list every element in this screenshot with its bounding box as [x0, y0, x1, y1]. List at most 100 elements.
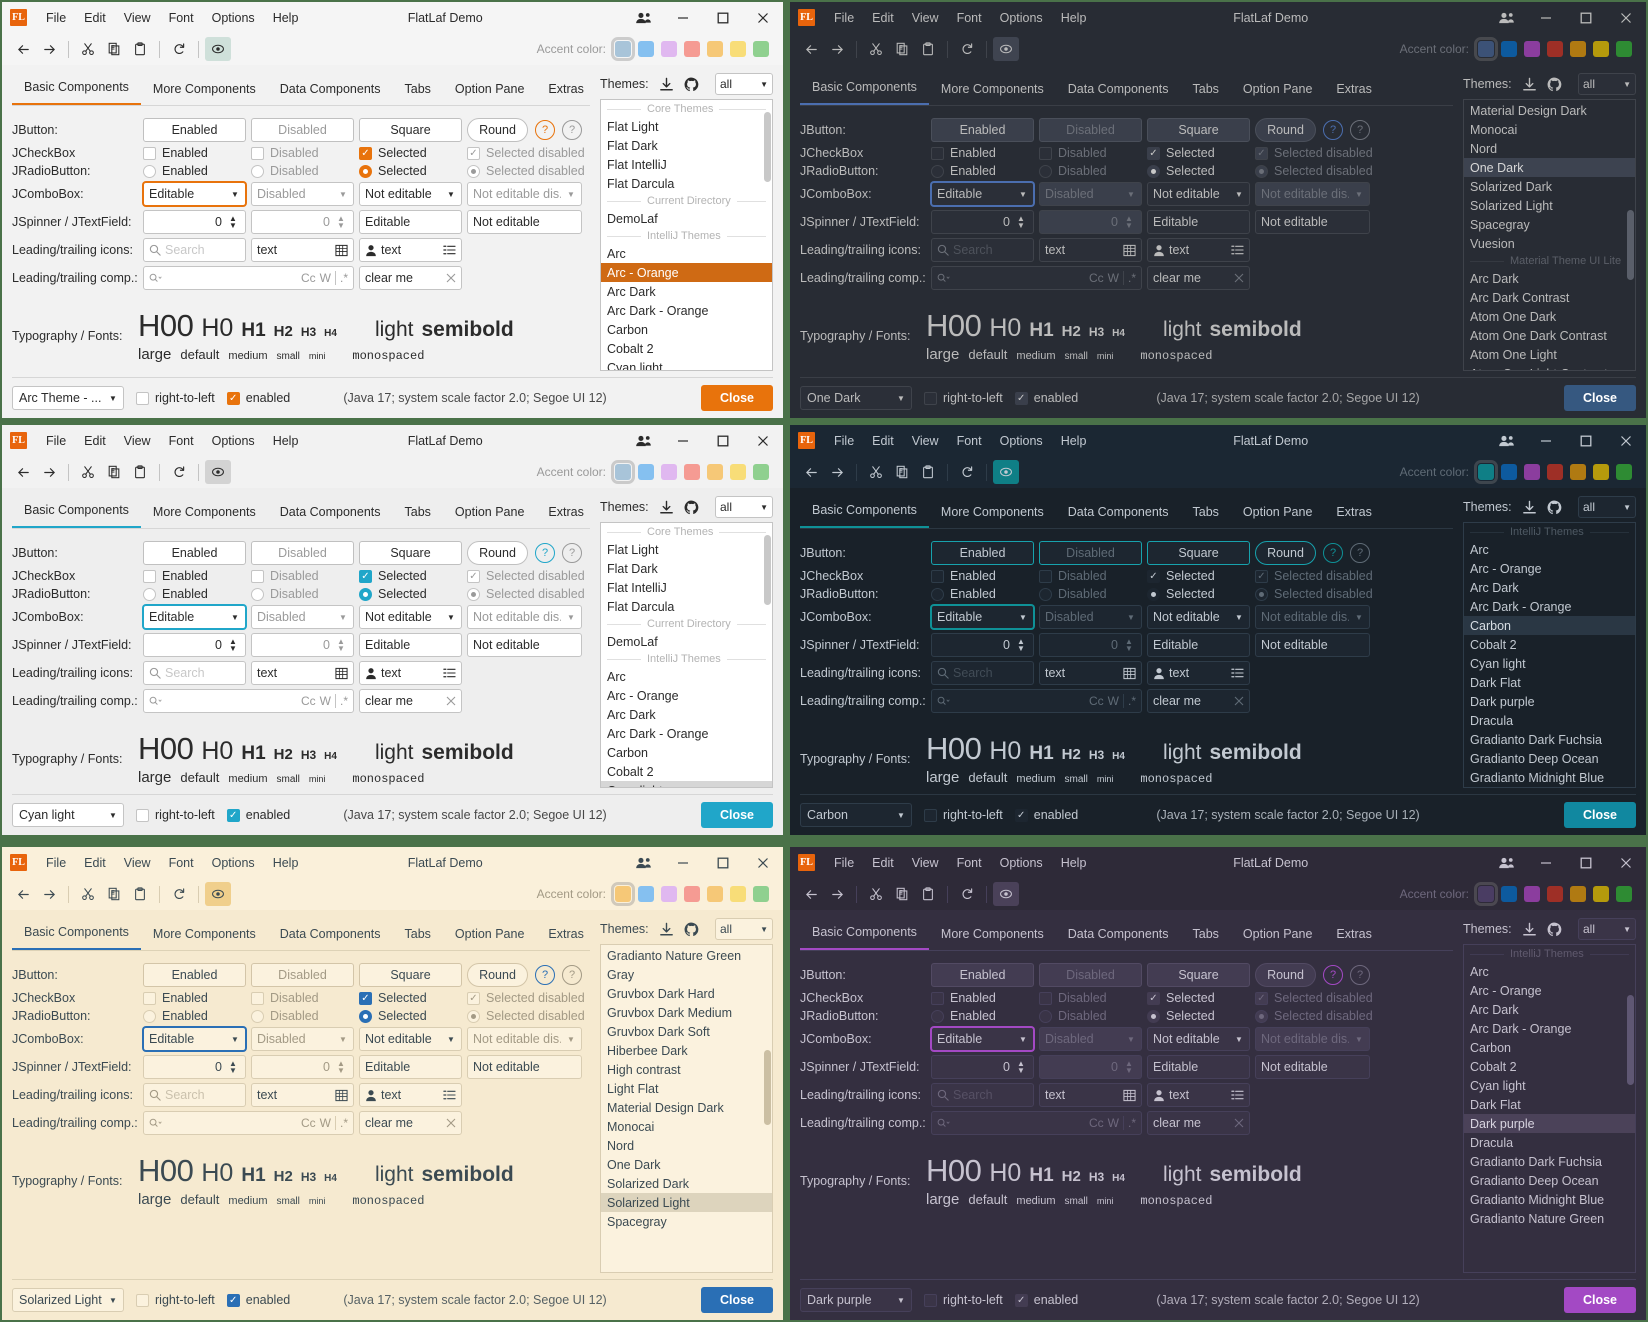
theme-list-item[interactable]: Solarized Dark [607, 1176, 689, 1191]
clear-icon[interactable] [1234, 273, 1244, 283]
copy-icon[interactable] [889, 882, 915, 906]
accent-swatch-2[interactable] [1524, 41, 1540, 57]
theme-list-item[interactable]: Vuesion [1470, 236, 1515, 251]
paste-icon[interactable] [127, 882, 153, 906]
close-button[interactable]: Close [1564, 1287, 1636, 1313]
help-button-primary[interactable]: ? [535, 120, 555, 140]
tab-more-components[interactable]: More Components [152, 505, 256, 519]
btn-close-icon[interactable] [1606, 847, 1646, 878]
forward-arrow-icon[interactable] [824, 882, 850, 906]
theme-list-item[interactable]: Dark purple [1464, 1114, 1635, 1133]
combobox-chevron-down-icon-2[interactable]: ▼ [1235, 189, 1243, 199]
btn-close-icon[interactable] [1606, 2, 1646, 33]
clear-me-input[interactable]: clear me [1147, 266, 1250, 290]
menu-item-view[interactable]: View [123, 433, 151, 448]
tab-option-pane[interactable]: Option Pane [454, 505, 525, 519]
button-square[interactable]: Square [1147, 118, 1250, 142]
checkbox-0[interactable]: Enabled [931, 991, 1034, 1005]
combobox-chevron-down-icon-2[interactable]: ▼ [447, 189, 455, 199]
help-button-secondary[interactable]: ? [562, 120, 582, 140]
theme-list-item[interactable]: Cobalt 2 [607, 341, 654, 356]
theme-list-item[interactable]: Arc Dark Contrast [1470, 290, 1570, 305]
grid-icon[interactable] [335, 1089, 348, 1102]
btn-close-icon[interactable] [743, 2, 783, 33]
btn-close-icon[interactable] [743, 425, 783, 456]
tab-extras[interactable]: Extras [548, 505, 584, 519]
theme-list-item[interactable]: Carbon [1464, 616, 1635, 635]
enabled-box[interactable]: ✓ [1014, 1293, 1028, 1307]
radio-circle-2[interactable] [359, 164, 372, 178]
themes-filter-select[interactable]: all ▼ [715, 918, 773, 940]
themes-scrollbar[interactable] [764, 535, 771, 605]
combobox-chevron-down-icon-1[interactable]: ▼ [339, 189, 347, 199]
radio-2[interactable]: Selected [1147, 1009, 1250, 1023]
combobox-0[interactable]: Editable ▼ [143, 1027, 246, 1051]
tab-tabs[interactable]: Tabs [404, 82, 431, 96]
checkbox-1[interactable]: Disabled [251, 991, 354, 1005]
refresh-icon[interactable] [954, 37, 980, 61]
tab-tabs[interactable]: Tabs [1192, 505, 1219, 519]
combobox-chevron-down-icon-2[interactable]: ▼ [1235, 1034, 1243, 1044]
enabled-checkbox[interactable]: ✓ enabled [1014, 1293, 1078, 1307]
tab-option-pane[interactable]: Option Pane [454, 927, 525, 941]
radio-circle-2[interactable] [1147, 587, 1160, 601]
grid-icon[interactable] [335, 244, 348, 257]
theme-list-item[interactable]: Arc Dark - Orange [607, 726, 709, 741]
theme-list-item[interactable]: Cobalt 2 [1470, 637, 1517, 652]
theme-list-item[interactable]: Arc [1470, 964, 1489, 979]
combobox-chevron-down-icon-1[interactable]: ▼ [1127, 612, 1135, 622]
match-case-button[interactable]: Cc [1088, 694, 1104, 708]
spinner-field-0[interactable]: 0 ▲ ▼ [143, 1055, 246, 1079]
menu-item-options[interactable]: Options [211, 433, 255, 448]
accent-swatch-0[interactable] [611, 37, 635, 61]
accent-swatch-3[interactable] [1547, 886, 1563, 902]
combobox-chevron-down-icon-0[interactable]: ▼ [1019, 189, 1027, 199]
checkbox-box-0[interactable] [143, 569, 156, 583]
radio-circle-0[interactable] [931, 1009, 944, 1023]
regex-button[interactable]: .* [334, 1116, 348, 1130]
cut-icon[interactable] [75, 460, 101, 484]
list-icon[interactable] [443, 1089, 456, 1101]
right-to-left-checkbox[interactable]: right-to-left [136, 808, 215, 822]
button-round[interactable]: Round [467, 963, 528, 987]
whole-word-button[interactable]: W [319, 694, 331, 708]
theme-list-item[interactable]: Material Design Dark [607, 1100, 724, 1115]
chevron-down-icon[interactable]: ▼ [1623, 79, 1631, 89]
cut-icon[interactable] [863, 37, 889, 61]
themes-scrollbar[interactable] [1627, 563, 1634, 653]
clear-me-input[interactable]: clear me [359, 1111, 462, 1135]
whole-word-button[interactable]: W [319, 271, 331, 285]
checkbox-box-2[interactable]: ✓ [1147, 146, 1160, 160]
checkbox-0[interactable]: Enabled [931, 146, 1034, 160]
search-dropdown-icon[interactable] [937, 1117, 950, 1129]
right-to-left-checkbox[interactable]: right-to-left [136, 1293, 215, 1307]
text-with-grid-input[interactable]: text [251, 238, 354, 262]
radio-circle-2[interactable] [359, 587, 372, 601]
right-to-left-box[interactable] [924, 1293, 937, 1307]
accent-swatch-4[interactable] [1570, 886, 1586, 902]
help-button-primary[interactable]: ? [535, 543, 555, 563]
tab-data-components[interactable]: Data Components [279, 82, 381, 96]
github-icon[interactable] [684, 922, 699, 937]
accent-swatch-5[interactable] [1593, 464, 1609, 480]
text-with-person-input[interactable]: text [359, 1083, 462, 1107]
theme-list-item[interactable]: Gradianto Nature Green [1464, 787, 1635, 788]
btn-close-icon[interactable] [743, 847, 783, 878]
spinner-field-2[interactable]: Editable [1147, 210, 1250, 234]
enabled-box[interactable]: ✓ [1014, 391, 1028, 405]
checkbox-1[interactable]: Disabled [1039, 569, 1142, 583]
theme-list-item[interactable]: Flat Light [607, 542, 659, 557]
spinner-field-3[interactable]: Not editable [1255, 633, 1370, 657]
themes-scrollbar[interactable] [1627, 995, 1634, 1085]
right-to-left-box[interactable] [136, 808, 149, 822]
combobox-2[interactable]: Not editable ▼ [359, 1027, 462, 1051]
forward-arrow-icon[interactable] [824, 37, 850, 61]
clear-me-input[interactable]: clear me [1147, 1111, 1250, 1135]
enabled-checkbox[interactable]: ✓ enabled [1014, 808, 1078, 822]
help-button-secondary[interactable]: ? [562, 543, 582, 563]
theme-list-item[interactable]: Flat Dark [607, 138, 658, 153]
accent-swatch-2[interactable] [1524, 886, 1540, 902]
spinner-field-3[interactable]: Not editable [467, 210, 582, 234]
cut-icon[interactable] [75, 882, 101, 906]
radio-0[interactable]: Enabled [931, 587, 1034, 601]
